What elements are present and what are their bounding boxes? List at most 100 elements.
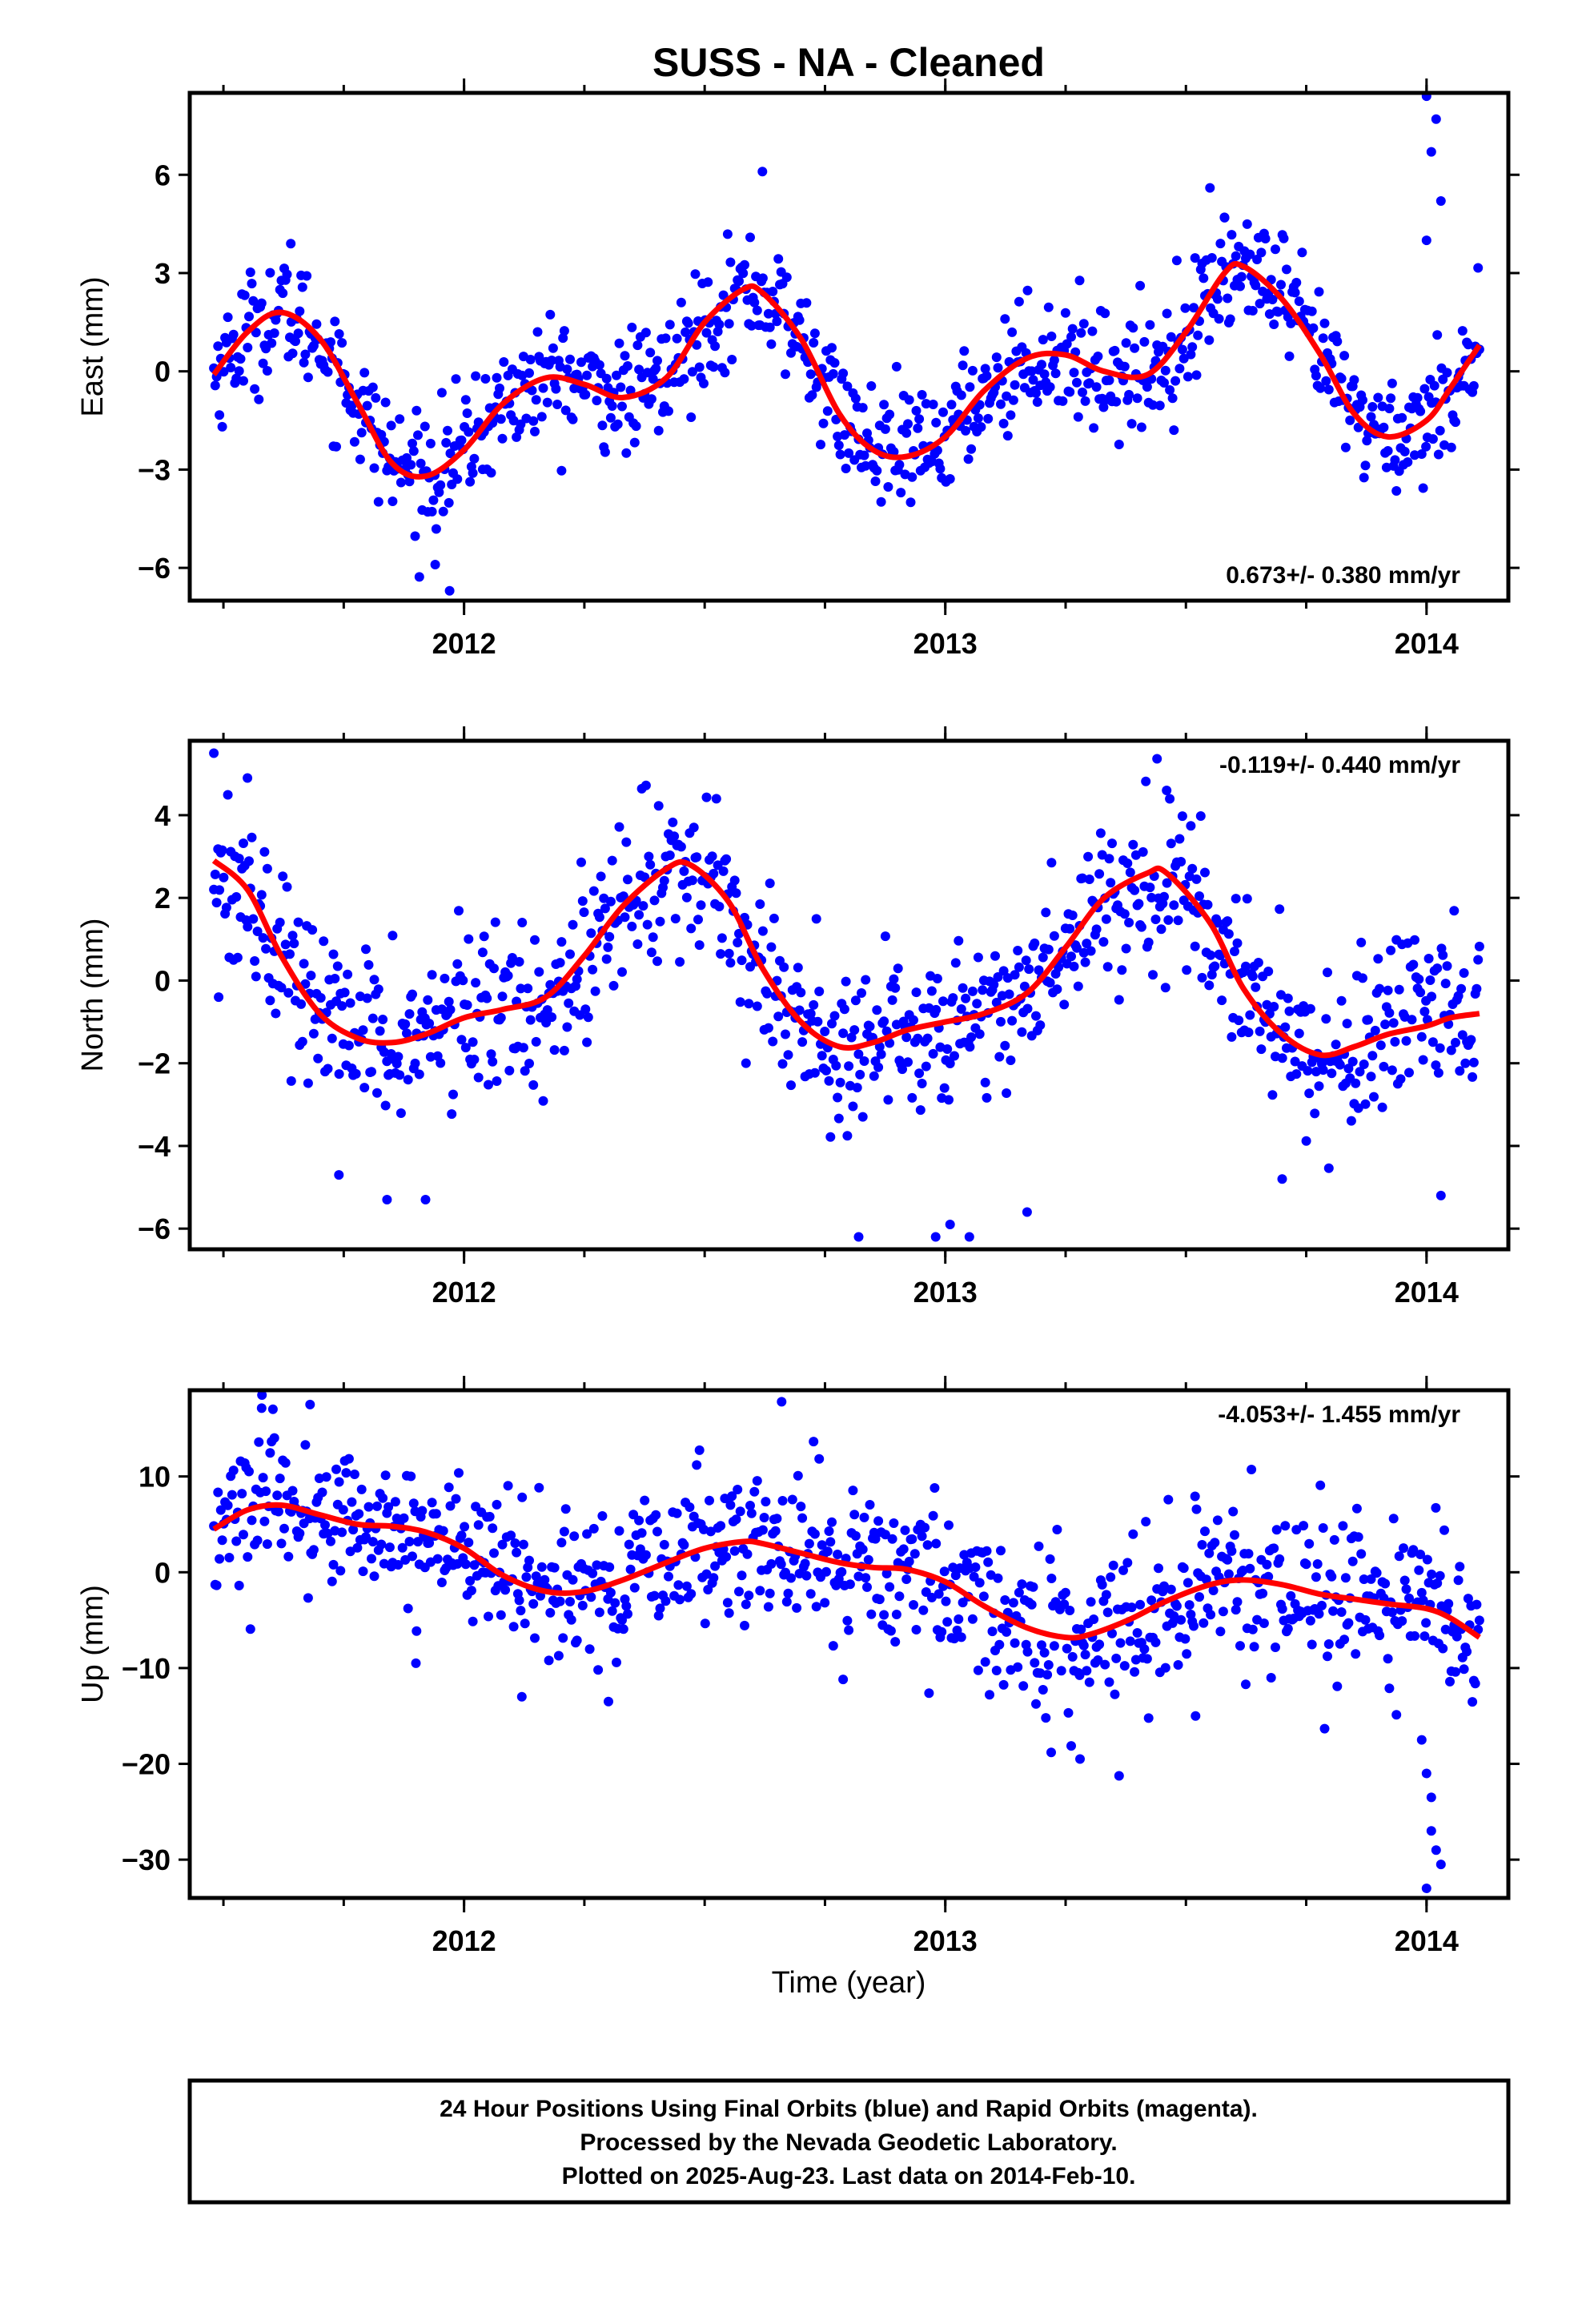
data-point [993, 972, 1003, 982]
data-point [1291, 1069, 1302, 1080]
data-point [568, 1574, 578, 1585]
data-point [1118, 1565, 1128, 1575]
data-point [752, 1476, 762, 1486]
data-point [1459, 1664, 1469, 1675]
data-point [1227, 230, 1237, 240]
data-point [852, 1083, 862, 1093]
data-point [349, 1470, 359, 1479]
data-point [1373, 392, 1383, 403]
data-point [820, 1027, 830, 1036]
data-point [1323, 1163, 1334, 1173]
data-point [299, 959, 309, 969]
data-point [1014, 962, 1024, 972]
data-point [1204, 1548, 1215, 1558]
data-point [560, 1504, 571, 1514]
data-point [252, 927, 263, 936]
data-point [576, 357, 586, 368]
data-point [620, 351, 630, 361]
data-point [652, 356, 662, 366]
data-point [1086, 1597, 1096, 1607]
data-point [378, 1493, 388, 1503]
data-point [842, 1131, 853, 1141]
data-point [850, 1530, 861, 1541]
data-point [1046, 332, 1057, 341]
data-point [885, 1626, 896, 1636]
data-point [1007, 327, 1018, 337]
outlier-point [334, 1170, 344, 1180]
data-point [531, 1571, 541, 1582]
data-point [473, 417, 484, 428]
data-point [296, 999, 307, 1009]
data-point [1065, 923, 1075, 934]
data-point [1173, 1660, 1183, 1670]
data-point [762, 988, 773, 999]
y-tick-label: 0 [155, 964, 171, 997]
data-point [805, 369, 816, 380]
data-point [873, 1062, 884, 1072]
data-point [542, 1005, 552, 1015]
data-point [1460, 1058, 1471, 1068]
data-point [1108, 1560, 1118, 1570]
data-point [1132, 1628, 1142, 1638]
data-point [1299, 1521, 1309, 1531]
data-point [876, 1049, 886, 1059]
x-tick-label: 2012 [432, 1276, 496, 1309]
data-point [722, 1598, 733, 1608]
data-point [232, 952, 243, 963]
data-point [1263, 1571, 1274, 1582]
data-point [1035, 1020, 1046, 1031]
data-point [1117, 965, 1127, 975]
data-point [369, 975, 379, 985]
data-point [256, 890, 267, 900]
data-point [909, 1549, 920, 1559]
data-point [547, 1012, 557, 1023]
data-point [605, 412, 616, 423]
data-point [362, 993, 372, 1003]
data-point [876, 497, 886, 507]
data-point [1010, 380, 1020, 390]
data-point [488, 1056, 498, 1067]
data-point [376, 1539, 387, 1550]
data-point [640, 1550, 651, 1560]
data-point [1167, 1618, 1178, 1628]
outlier-point [382, 1195, 392, 1204]
data-point [1232, 1597, 1243, 1607]
data-point [887, 995, 897, 1005]
data-point [1124, 389, 1134, 400]
data-point [594, 912, 604, 923]
data-point [1067, 911, 1078, 920]
data-point [269, 328, 279, 338]
data-point [872, 465, 882, 476]
data-point [690, 269, 701, 279]
data-point [462, 408, 472, 418]
data-point [1243, 1027, 1254, 1038]
data-point [1030, 1658, 1040, 1668]
data-point [1394, 1551, 1404, 1562]
data-point [440, 973, 450, 983]
data-point [911, 987, 921, 998]
data-point [1139, 1644, 1150, 1655]
data-point [1182, 372, 1193, 382]
data-point [752, 305, 762, 316]
data-point [1315, 1480, 1326, 1490]
data-point [617, 967, 627, 977]
outlier-point [945, 1220, 955, 1229]
data-point [506, 1530, 516, 1541]
data-point [614, 338, 624, 348]
data-point [1271, 244, 1280, 255]
data-point [489, 1548, 499, 1558]
data-point [761, 1497, 771, 1507]
data-point [1418, 1595, 1428, 1606]
data-point [918, 1605, 929, 1615]
data-point [917, 390, 927, 400]
data-point [937, 1626, 947, 1637]
outlier-point [214, 992, 224, 1003]
data-point [1301, 1559, 1311, 1570]
data-point [604, 1562, 615, 1572]
data-point [746, 1508, 757, 1518]
data-point [1107, 1628, 1117, 1638]
data-point [1362, 436, 1372, 446]
data-point [484, 1511, 495, 1522]
data-point [1427, 434, 1438, 444]
data-point [978, 985, 988, 995]
